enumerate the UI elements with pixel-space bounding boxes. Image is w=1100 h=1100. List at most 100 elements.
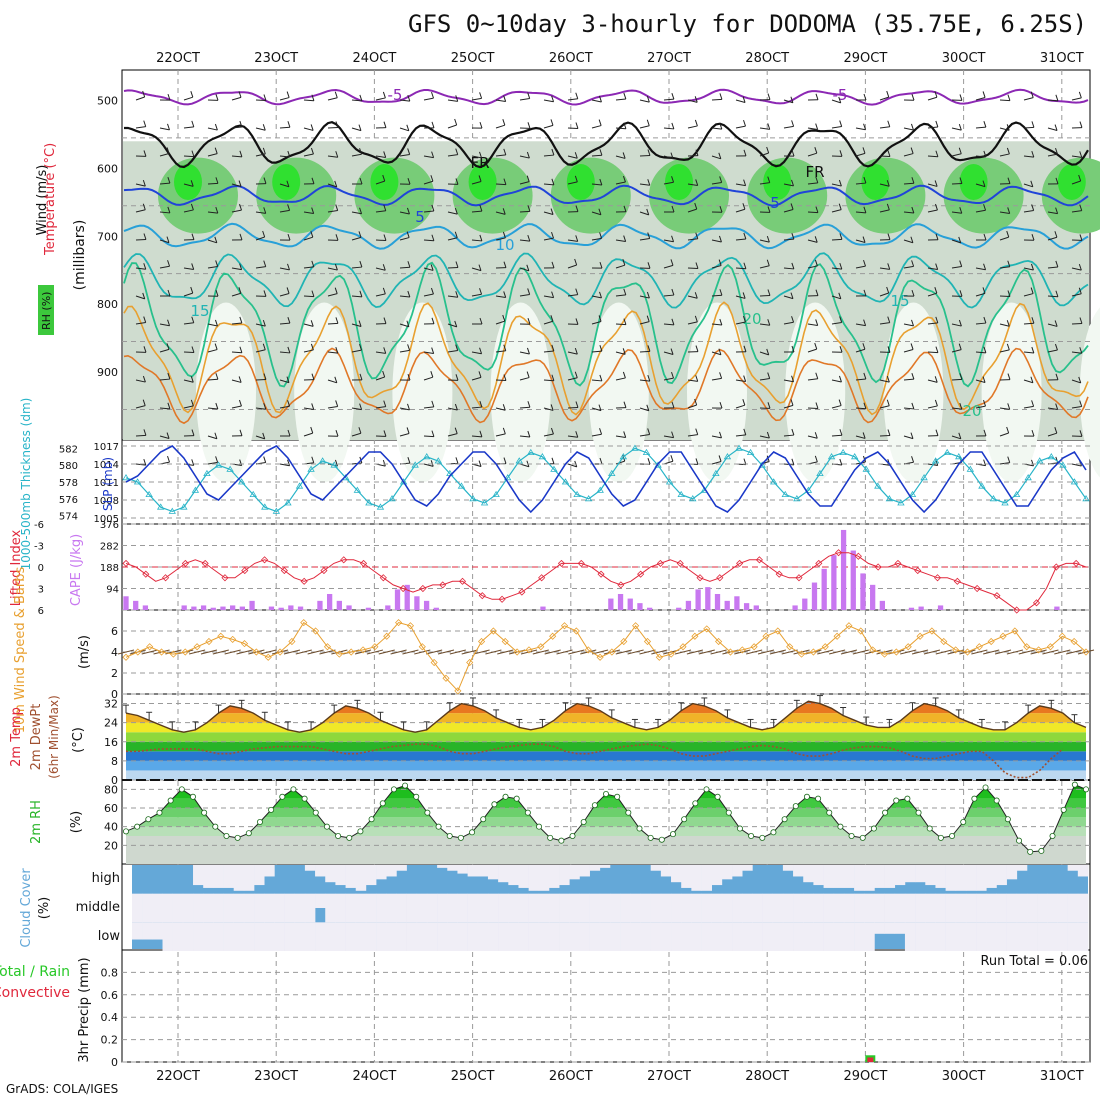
wind-barb-flag xyxy=(863,123,867,130)
wind-barb xyxy=(543,350,554,353)
wind-barb xyxy=(351,432,362,437)
wind-barb-flag xyxy=(239,316,243,324)
cloud-gap xyxy=(660,865,672,877)
wind-barb xyxy=(375,351,386,354)
thickness-point xyxy=(365,499,373,506)
wind-barb xyxy=(855,378,866,381)
wind-barb-flag xyxy=(262,124,266,131)
wind10m-point xyxy=(371,643,379,651)
wind-barb xyxy=(399,349,410,353)
cloud-gap xyxy=(742,893,753,923)
wind-tick-label: 0 xyxy=(111,688,118,701)
wind-barb-flag xyxy=(959,290,963,297)
cloud-gap xyxy=(945,922,957,951)
wind-barb-flag xyxy=(166,432,170,439)
cape-bar xyxy=(646,607,653,610)
wind10m-point xyxy=(406,622,415,630)
wind-barb-flag xyxy=(359,94,363,102)
pressure-tick-label: 800 xyxy=(97,298,118,311)
wind-barb xyxy=(1047,407,1058,411)
wind-barb-flag xyxy=(167,123,170,131)
cloud-gap xyxy=(610,893,621,923)
wind-barb-flag xyxy=(623,318,627,325)
wind-barb-flag xyxy=(238,91,242,98)
rh2m-point xyxy=(647,834,654,841)
lifted-index-point xyxy=(280,567,288,575)
wind-barb-flag xyxy=(911,402,915,410)
cloud-gap xyxy=(254,922,265,951)
wind10m-point xyxy=(667,650,675,658)
wind-barb-flag xyxy=(262,147,266,155)
wind-barb-flag xyxy=(190,376,194,383)
wind-barb xyxy=(1047,127,1058,132)
wind-barb-flag xyxy=(286,180,290,187)
wind-barb-flag xyxy=(1030,376,1034,383)
cloud-gap xyxy=(1006,865,1018,880)
wind-barb-flag xyxy=(766,348,770,356)
rh-dry-blob xyxy=(883,302,944,483)
wind-barb-flag xyxy=(551,231,554,239)
lifted-index-point xyxy=(300,577,308,585)
cloud-gap xyxy=(518,865,529,888)
wind-barb xyxy=(303,432,313,437)
wind10m-point xyxy=(928,627,936,635)
wind-barb-flag xyxy=(359,177,363,185)
rh-band xyxy=(126,836,1086,864)
wind-barb-flag xyxy=(838,375,842,383)
slp-tick-label: 1014 xyxy=(94,460,119,471)
wind-barb xyxy=(663,377,674,381)
rh2m-point xyxy=(402,782,409,789)
wind-barb xyxy=(855,239,866,244)
wind-barb xyxy=(1071,210,1082,213)
wind-barb-flag xyxy=(551,457,555,464)
wind-barb xyxy=(207,349,218,353)
cloud-gap xyxy=(1047,893,1058,923)
cloud-gap xyxy=(182,922,194,951)
cloud-axis-label: Cloud Cover xyxy=(19,868,34,948)
wind-barb-flag xyxy=(383,317,387,324)
precip-tick-label: 0.2 xyxy=(101,1034,119,1047)
wind10m-point xyxy=(572,627,580,635)
wind10m-point xyxy=(596,653,604,661)
slp-tick-label: 1011 xyxy=(94,478,119,489)
cloud-gap xyxy=(355,865,367,891)
wind-barb xyxy=(375,293,386,297)
cloud-gap xyxy=(904,922,916,951)
cloud-gap xyxy=(691,893,702,923)
cloud-gap xyxy=(772,922,784,951)
wind-barb-flag xyxy=(623,431,627,438)
wind10m-barb xyxy=(710,649,727,655)
wind-barb-flag xyxy=(142,179,146,187)
wind-barb-flag xyxy=(983,204,987,211)
wind-barb xyxy=(159,348,170,353)
wind-barb xyxy=(735,238,746,241)
wind10m-barb xyxy=(911,649,929,655)
wind10m-point xyxy=(1082,648,1090,656)
cape-bar xyxy=(210,607,216,610)
thickness-point xyxy=(1082,495,1090,502)
rh2m-point xyxy=(446,833,453,840)
wind-barb xyxy=(711,155,721,160)
wind-barb-flag xyxy=(742,96,746,103)
wind-barb xyxy=(495,154,506,157)
wind-barb-flag xyxy=(575,235,579,242)
wind-barb xyxy=(471,376,482,381)
rh2m-point xyxy=(346,834,353,841)
wind10m-point xyxy=(513,648,521,656)
wind-barb xyxy=(615,323,626,326)
wind-barb-flag xyxy=(382,264,386,271)
wind-barb xyxy=(615,377,626,381)
cloud-gap xyxy=(925,922,936,951)
wind-barb xyxy=(951,378,962,381)
wind-barb xyxy=(711,127,722,130)
wind-barb xyxy=(303,211,314,215)
wind-barb-flag xyxy=(863,319,867,326)
wind-barb-flag xyxy=(767,319,771,326)
wind-barb-flag xyxy=(335,234,339,241)
pressure-tick-label: 500 xyxy=(97,95,118,108)
wind-barb-flag xyxy=(335,317,339,324)
wind-barb-flag xyxy=(839,458,843,466)
wind10m-point xyxy=(632,622,640,630)
wind-barb-flag xyxy=(166,343,170,350)
wind-barb xyxy=(999,127,1010,131)
